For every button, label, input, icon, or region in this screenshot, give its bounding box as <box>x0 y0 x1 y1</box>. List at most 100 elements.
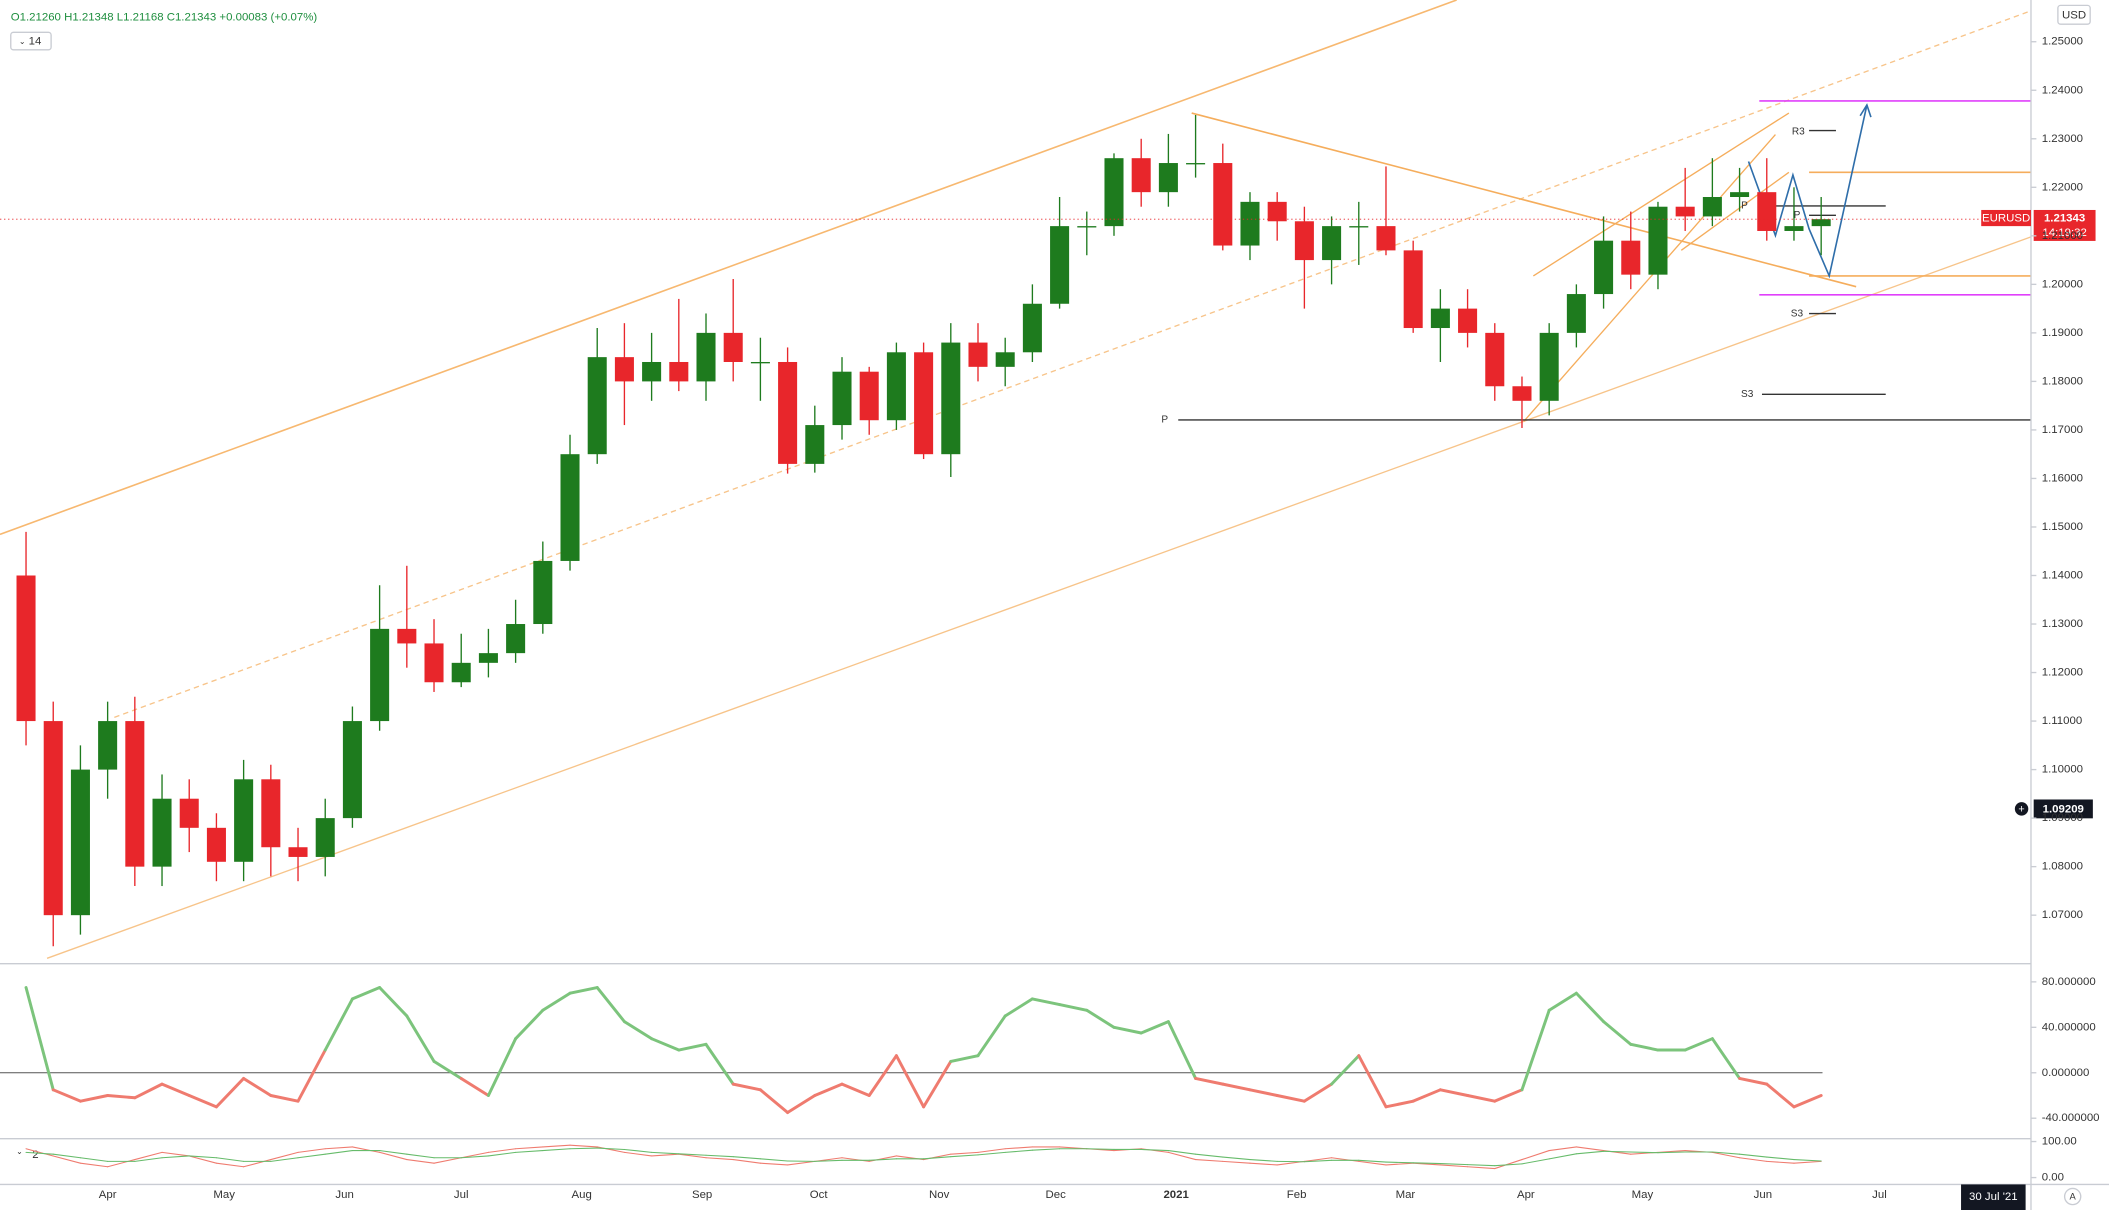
indicator-segment <box>1574 991 1606 1024</box>
indicator-segment <box>977 1151 1006 1156</box>
indicator-segment <box>922 1059 953 1109</box>
indicator-segment <box>324 1146 353 1150</box>
indicator-segment <box>134 1151 163 1161</box>
candle-body <box>16 575 36 722</box>
auto-scale-button[interactable] <box>2063 1187 2082 1206</box>
indicator-segment <box>296 1048 327 1103</box>
indicator-segment <box>569 1147 598 1150</box>
x-tick-label: Jun <box>335 1189 353 1201</box>
candle-body <box>1240 201 1260 246</box>
currency-box[interactable] <box>2057 4 2091 25</box>
indicator-segment <box>1167 1151 1197 1161</box>
y-tick-label: 1.12000 <box>2042 667 2083 679</box>
indicator-segment <box>569 1144 598 1148</box>
drawings <box>0 0 2032 959</box>
candle-body <box>1594 240 1614 295</box>
auto-scale[interactable]: A <box>2070 1191 2077 1202</box>
candle-body <box>70 769 90 916</box>
indicator-segment <box>1766 1156 1795 1161</box>
pivot-label: P <box>1794 210 1801 221</box>
y-tick-label: 80.000000 <box>2042 976 2096 988</box>
x-tick-label: Jul <box>1872 1189 1887 1201</box>
y-tick-label: 40.000000 <box>2042 1021 2096 1033</box>
x-tick-label: Sep <box>692 1189 712 1201</box>
x-tick-label: Dec <box>1046 1189 1067 1201</box>
indicator-segment <box>977 1148 1006 1153</box>
interval-box[interactable] <box>10 31 52 51</box>
y-tick-label: 1.20000 <box>2042 278 2083 290</box>
pivot-label: P <box>1741 201 1748 212</box>
indicator-segment <box>297 1148 326 1153</box>
indicator-segment <box>867 1054 898 1097</box>
x-tick-label: Aug <box>572 1189 592 1201</box>
candle-body <box>533 560 553 625</box>
indicator-segment <box>759 1162 789 1166</box>
indicator-segment <box>161 1155 190 1159</box>
indicator-segment <box>106 1094 137 1100</box>
indicator-segment <box>1521 1150 1550 1161</box>
indicator-segment <box>704 1042 735 1086</box>
channel-upper <box>0 0 1457 536</box>
candle-body <box>669 361 689 382</box>
indicator-segment <box>269 1094 300 1103</box>
indicator-segment <box>1766 1160 1795 1164</box>
y-tick-label: 1.07000 <box>2042 909 2083 921</box>
trend-line <box>1191 112 1857 288</box>
candle-body <box>1267 201 1287 222</box>
indicator-segment <box>950 1151 979 1155</box>
indicator-segment <box>187 1094 218 1109</box>
indicator-segment <box>379 1150 408 1155</box>
plus-icon[interactable]: + <box>2018 803 2024 815</box>
y-tick-label: 100.00 <box>2042 1136 2077 1148</box>
indicator-segment <box>1739 1153 1768 1158</box>
chevron: ⌄ <box>19 37 26 46</box>
indicator-segment <box>1439 1162 1469 1166</box>
indicator-segment <box>923 1156 952 1160</box>
candle-body <box>1784 226 1804 231</box>
y-tick-label: 1.23000 <box>2042 133 2083 145</box>
indicator-segment <box>1194 1076 1225 1086</box>
y-tick-label: 1.24000 <box>2042 84 2083 96</box>
indicator-segment <box>1493 1088 1524 1103</box>
y-tick-label: 1.22000 <box>2042 181 2083 193</box>
indicator-segment <box>1548 1153 1577 1160</box>
indicator-segment <box>1765 1082 1796 1109</box>
candle-body <box>560 454 580 561</box>
x-tick-label: Jul <box>454 1189 469 1201</box>
indicator-segment <box>215 1162 245 1168</box>
indicator-segment <box>460 1151 489 1159</box>
x-tick-label: Apr <box>99 1189 117 1201</box>
y-tick-label: 1.09000 <box>2042 812 2083 824</box>
countdown: 14:19:32 <box>2042 227 2086 239</box>
indicator-segment <box>161 1151 190 1157</box>
indicator-segment <box>351 1146 381 1153</box>
candle-body <box>1050 226 1070 304</box>
indicator-segment <box>894 1054 926 1109</box>
indicator-segment <box>1358 1160 1387 1166</box>
indicator-segment <box>1711 1151 1741 1159</box>
indicator-segment <box>651 1151 680 1155</box>
indicator-segment <box>79 1157 109 1162</box>
candle-body <box>1458 308 1478 333</box>
candle-body <box>723 332 743 362</box>
indicator-segment <box>1520 1008 1551 1092</box>
indicator-segment <box>297 1153 326 1159</box>
candle-body <box>859 371 879 421</box>
candle-body <box>234 779 254 862</box>
crosshair-plus[interactable] <box>2014 802 2029 816</box>
indicator-segment <box>79 1162 109 1168</box>
indicator-segment <box>515 1150 544 1153</box>
ohlc-legend: O1.21260 H1.21348 L1.21168 C1.21343 +0.0… <box>11 12 318 24</box>
interval[interactable]: 14 <box>29 36 42 48</box>
currency[interactable]: USD <box>2062 9 2086 21</box>
indicator-segment <box>814 1159 843 1162</box>
indicator-segment <box>1548 1146 1577 1152</box>
indicator-segment <box>1222 1156 1251 1161</box>
indicator-segment <box>1357 1054 1388 1109</box>
indicator-segment <box>813 1082 844 1097</box>
pane-index[interactable]: 2 <box>32 1149 38 1161</box>
indicator-segment <box>1221 1082 1252 1092</box>
indicator-segment <box>541 991 572 1012</box>
